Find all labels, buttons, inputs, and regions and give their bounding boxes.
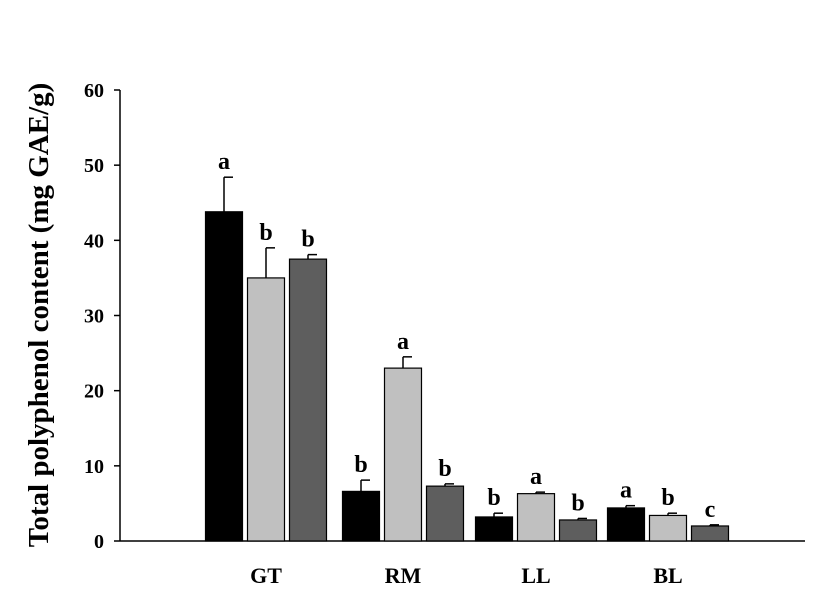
y-axis-title: Total polyphenol content (mg GAE/g) xyxy=(23,83,55,548)
y-tick-label: 20 xyxy=(84,381,104,403)
significance-label: b xyxy=(571,490,584,516)
y-tick-label: 40 xyxy=(84,230,104,252)
significance-label: a xyxy=(218,149,230,175)
bar xyxy=(341,490,381,542)
bar xyxy=(246,277,286,542)
bar xyxy=(516,493,556,542)
y-tick-label: 50 xyxy=(84,155,104,177)
x-category-label: RM xyxy=(385,563,422,588)
significance-label: b xyxy=(487,485,500,511)
y-tick-label: 30 xyxy=(84,306,104,328)
y-tick-label: 10 xyxy=(84,456,104,478)
bar xyxy=(383,367,423,542)
bar xyxy=(425,485,465,542)
x-category-label: BL xyxy=(653,563,682,588)
significance-label: b xyxy=(259,220,272,246)
significance-label: a xyxy=(620,478,632,504)
x-category-label: GT xyxy=(250,563,282,588)
significance-label: c xyxy=(705,497,716,523)
bar xyxy=(558,519,598,542)
bars: a b b b a b b a b a b c xyxy=(204,149,730,542)
bar xyxy=(690,525,730,542)
y-tick-label: 60 xyxy=(84,80,104,102)
y-axis-title-group: Total polyphenol content (mg GAE/g) xyxy=(23,83,55,548)
bar xyxy=(648,514,688,542)
bar xyxy=(606,507,646,542)
significance-label: b xyxy=(438,456,451,482)
axes: 0 10 20 30 40 50 60 GT RM LL BL xyxy=(84,80,805,588)
bar xyxy=(474,516,514,542)
significance-label: a xyxy=(397,329,409,355)
x-category-label: LL xyxy=(521,563,550,588)
y-tick-label: 0 xyxy=(94,531,104,553)
bar xyxy=(288,258,328,542)
significance-label: a xyxy=(530,464,542,490)
significance-label: b xyxy=(354,452,367,478)
significance-label: b xyxy=(301,227,314,253)
significance-label: b xyxy=(661,485,674,511)
bar xyxy=(204,211,244,542)
